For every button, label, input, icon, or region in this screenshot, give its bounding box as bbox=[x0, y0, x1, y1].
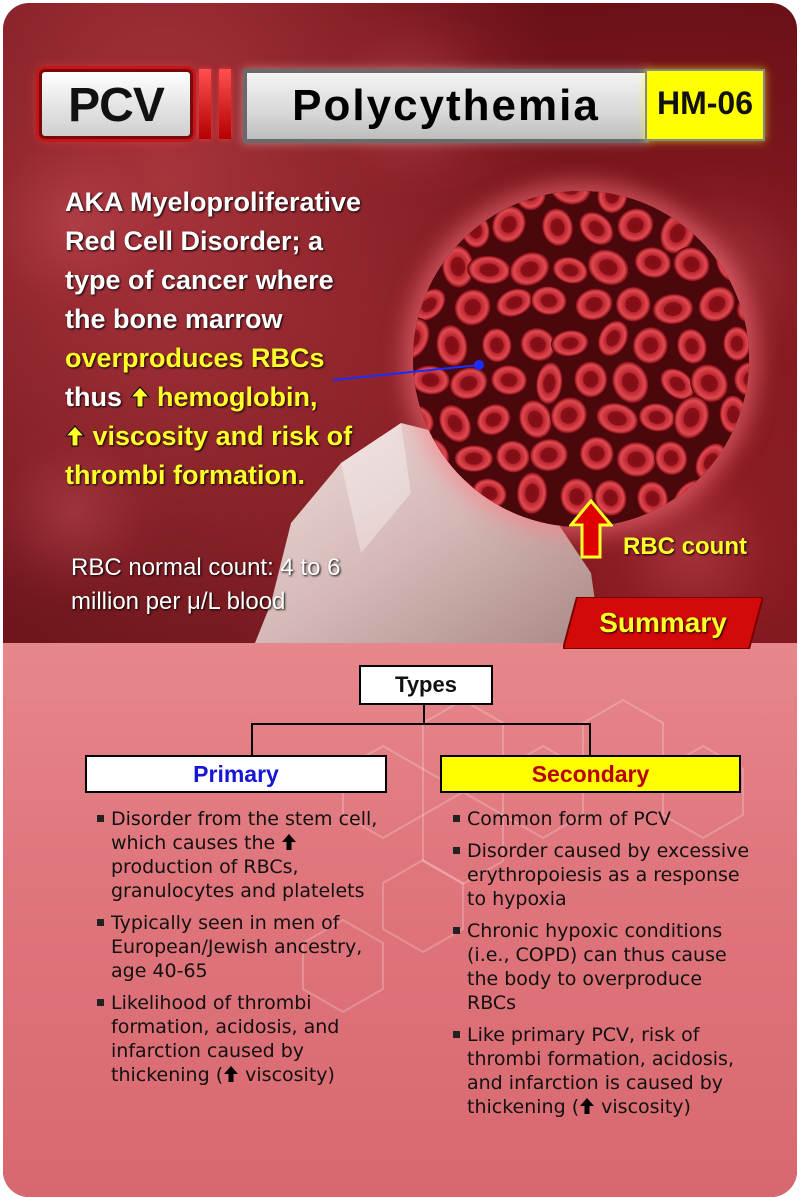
tree-connector bbox=[423, 703, 425, 725]
title-banner: Polycythemia bbox=[243, 69, 649, 143]
list-item-text: Chronic hypoxic conditions (i.e., COPD) … bbox=[467, 920, 727, 1014]
list-item-text: Disorder from the stem cell, which cause… bbox=[111, 808, 378, 854]
list-item-text: Likelihood of thrombi formation, acidosi… bbox=[111, 992, 340, 1086]
bone-marrow-image bbox=[251, 423, 601, 653]
page-title: Polycythemia bbox=[292, 81, 600, 130]
list-item: Chronic hypoxic conditions (i.e., COPD) … bbox=[453, 919, 753, 1015]
rbc-increase-arrow-icon bbox=[569, 499, 613, 559]
list-item-text: Common form of PCV bbox=[467, 808, 672, 830]
intro-line-highlight: viscosity and risk of bbox=[65, 417, 385, 456]
list-item-text: viscosity) bbox=[245, 1064, 335, 1086]
intro-line-highlight: thus hemoglobin, bbox=[65, 378, 385, 417]
rbc-count-label: RBC count bbox=[623, 533, 747, 560]
summary-panel bbox=[3, 643, 797, 1197]
normal-count-line: RBC normal count: 4 to 6 bbox=[71, 554, 341, 581]
list-item-text: Like primary PCV, risk of thrombi format… bbox=[467, 1024, 734, 1118]
intro-line: Red Cell Disorder; a bbox=[65, 226, 324, 256]
list-item: Disorder caused by excessive erythropoie… bbox=[453, 839, 753, 911]
secondary-list: Common form of PCV Disorder caused by ex… bbox=[453, 807, 753, 1127]
summary-ribbon bbox=[563, 597, 763, 649]
secondary-type-label: Secondary bbox=[440, 755, 741, 793]
intro-line: AKA Myeloproliferative bbox=[65, 187, 362, 217]
infographic-card: PCV Polycythemia HM-06 bbox=[3, 3, 797, 1197]
card-code: HM-06 bbox=[656, 85, 753, 121]
primary-type-label: Primary bbox=[85, 755, 387, 793]
intro-line: the bone marrow bbox=[65, 304, 283, 334]
list-item: Likelihood of thrombi formation, acidosi… bbox=[97, 991, 397, 1087]
intro-line: type of cancer where bbox=[65, 265, 334, 295]
list-item: Disorder from the stem cell, which cause… bbox=[97, 807, 397, 903]
tree-connector bbox=[589, 723, 591, 757]
normal-count-note: RBC normal count: 4 to 6 million per μ/L… bbox=[71, 551, 371, 619]
types-heading: Types bbox=[359, 665, 493, 705]
background-blood-cell bbox=[3, 123, 203, 323]
increase-arrow-icon bbox=[580, 1098, 595, 1114]
intro-line-highlight: thrombi formation. bbox=[65, 460, 305, 490]
intro-text: hemoglobin, bbox=[157, 382, 318, 412]
summary-label: Summary bbox=[599, 607, 727, 638]
tree-connector bbox=[251, 723, 591, 725]
list-item-text: production of RBCs, granulocytes and pla… bbox=[111, 856, 365, 902]
tree-connector bbox=[251, 723, 253, 757]
list-item: Like primary PCV, risk of thrombi format… bbox=[453, 1023, 753, 1119]
list-item-text: viscosity) bbox=[601, 1096, 691, 1118]
list-item: Common form of PCV bbox=[453, 807, 753, 831]
increase-arrow-icon bbox=[65, 425, 85, 447]
header-divider-bar bbox=[199, 69, 211, 139]
list-item-text: Typically seen in men of European/Jewish… bbox=[111, 912, 363, 982]
pointer-line bbox=[333, 360, 484, 381]
increase-arrow-icon bbox=[224, 1066, 239, 1082]
list-item: Typically seen in men of European/Jewish… bbox=[97, 911, 397, 983]
background-blood-cell bbox=[3, 423, 183, 603]
primary-list: Disorder from the stem cell, which cause… bbox=[97, 807, 397, 1095]
header-divider-bar bbox=[219, 69, 231, 139]
normal-count-line: million per μ/L blood bbox=[71, 588, 286, 615]
intro-description: AKA Myeloproliferative Red Cell Disorder… bbox=[65, 183, 385, 495]
increase-arrow-icon bbox=[282, 834, 297, 850]
card-code-badge: HM-06 bbox=[645, 69, 765, 141]
intro-text: viscosity and risk of bbox=[92, 421, 353, 451]
pcv-badge: PCV bbox=[39, 69, 193, 139]
intro-line-highlight: overproduces RBCs bbox=[65, 343, 325, 373]
intro-text: thus bbox=[65, 382, 122, 412]
list-item-text: Disorder caused by excessive erythropoie… bbox=[467, 840, 750, 910]
increase-arrow-icon bbox=[129, 386, 150, 408]
pcv-badge-text: PCV bbox=[68, 79, 165, 132]
